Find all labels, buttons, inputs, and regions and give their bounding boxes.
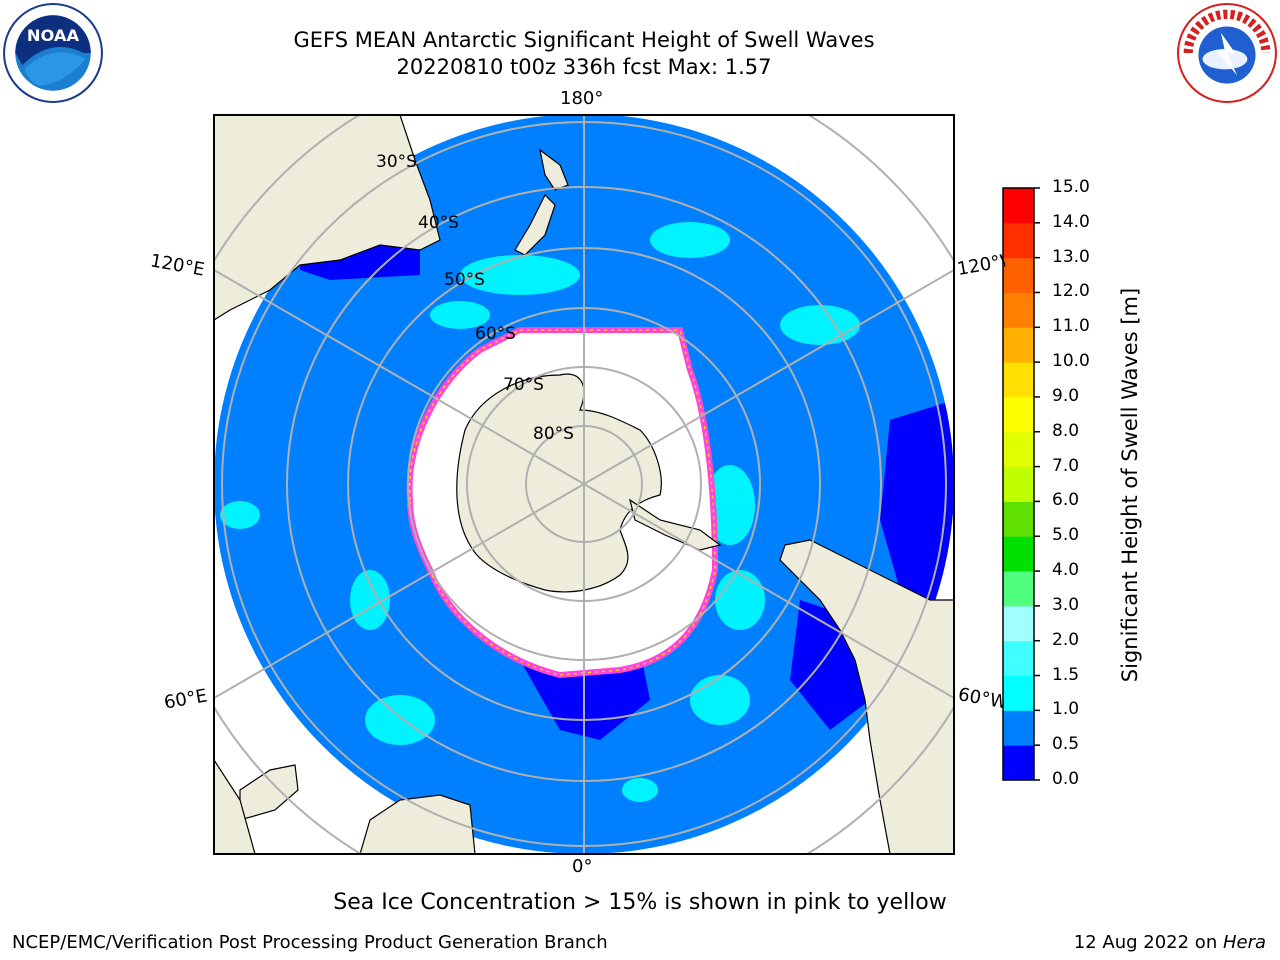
australia xyxy=(214,115,441,321)
colorbar xyxy=(1003,187,1040,781)
colorbar-segment xyxy=(1003,327,1034,363)
colorbar-tick-label: 1.0 xyxy=(1052,699,1080,720)
colorbar-segment xyxy=(1003,362,1034,398)
colorbar-segment xyxy=(1003,188,1034,224)
sea-ice-edge-yellow xyxy=(408,329,716,676)
colorbar-segment xyxy=(1003,675,1034,711)
moderate-swell-areas xyxy=(220,222,860,802)
colorbar-tick-label: 15.0 xyxy=(1052,177,1090,197)
antarctic-peninsula xyxy=(629,498,722,551)
lat-label-30s: 30°S xyxy=(376,152,417,172)
colorbar-segment xyxy=(1003,222,1034,259)
colorbar-segment xyxy=(1003,571,1034,607)
southern-africa-tip xyxy=(214,758,256,854)
footer-host: Hera xyxy=(1222,932,1266,953)
lat-label-60s: 60°S xyxy=(475,324,516,344)
lat-label-70s: 70°S xyxy=(503,375,544,395)
footer-date-text: 12 Aug 2022 on xyxy=(1073,932,1223,953)
colorbar-segment xyxy=(1003,292,1034,328)
colorbar-tick-label: 9.0 xyxy=(1052,385,1080,406)
colorbar-tick-label: 4.0 xyxy=(1052,560,1080,581)
colorbar-frame xyxy=(1002,187,1035,781)
colorbar-segment xyxy=(1003,466,1034,502)
colorbar-segment xyxy=(1003,710,1034,746)
colorbar-segment xyxy=(1003,396,1034,433)
colorbar-segment xyxy=(1003,640,1034,677)
colorbar-segment xyxy=(1003,605,1034,642)
colorbar-label: Significant Height of Swell Waves [m] xyxy=(1118,287,1142,683)
chart-subtitle: 20220810 t00z 336h fcst Max: 1.57 xyxy=(396,55,772,79)
colorbar-tick-label: 3.0 xyxy=(1052,594,1080,615)
africa xyxy=(359,794,476,854)
colorbar-segment xyxy=(1003,536,1034,572)
chart-title: GEFS MEAN Antarctic Significant Height o… xyxy=(293,28,875,52)
colorbar-tick-label: 1.5 xyxy=(1052,664,1080,685)
svg-text:NOAA: NOAA xyxy=(27,26,80,45)
colorbar-tick-label: 8.0 xyxy=(1052,420,1080,441)
colorbar-tick-label: 12.0 xyxy=(1052,281,1090,302)
lon-label-180: 180° xyxy=(560,88,604,109)
colorbar-tick-label: 5.0 xyxy=(1052,525,1080,546)
colorbar-segment xyxy=(1003,257,1034,293)
footer-credit: NCEP/EMC/Verification Post Processing Pr… xyxy=(12,932,608,953)
colorbar-tick-label: 13.0 xyxy=(1052,246,1090,267)
colorbar-tick-label: 2.0 xyxy=(1052,629,1080,650)
map-frame xyxy=(213,114,955,855)
colorbar-tick-label: 0.0 xyxy=(1052,769,1080,789)
colorbar-segment xyxy=(1003,501,1034,537)
longitude-lines xyxy=(214,115,954,854)
colorbar-tick-label: 10.0 xyxy=(1052,351,1090,372)
colorbar-tick-label: 14.0 xyxy=(1052,211,1090,232)
colorbar-segment xyxy=(1003,431,1034,468)
sea-ice-note: Sea Ice Concentration > 15% is shown in … xyxy=(333,890,947,915)
colorbar-tick-label: 0.5 xyxy=(1052,734,1080,755)
colorbar-tick-label: 6.0 xyxy=(1052,490,1080,511)
footer-date: 12 Aug 2022 on Hera xyxy=(1074,932,1266,953)
lat-label-50s: 50°S xyxy=(444,270,485,290)
lat-label-80s: 80°S xyxy=(533,424,574,444)
colorbar-tick-label: 11.0 xyxy=(1052,316,1090,337)
nws-logo-icon xyxy=(1177,3,1277,103)
noaa-logo-icon: NOAA xyxy=(3,3,103,103)
lon-label-0: 0° xyxy=(572,856,593,877)
colorbar-tick-label: 7.0 xyxy=(1052,455,1080,476)
colorbar-segment xyxy=(1003,745,1034,781)
lat-label-40s: 40°S xyxy=(418,213,459,233)
